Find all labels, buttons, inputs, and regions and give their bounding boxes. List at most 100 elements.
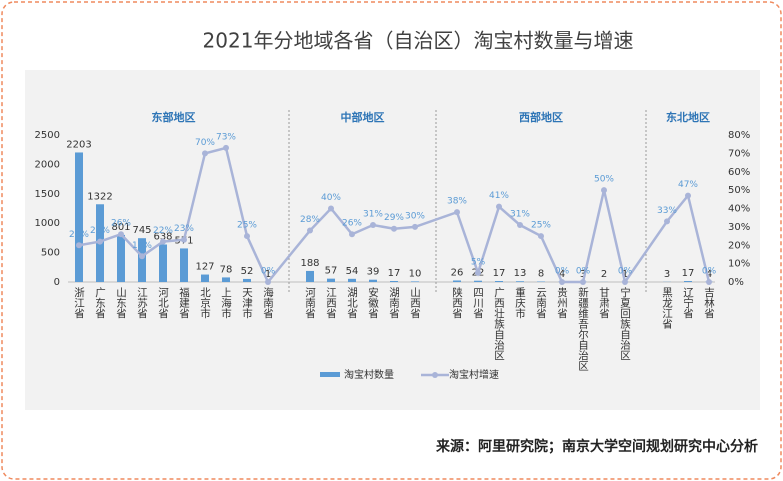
group-label: 西部地区 (519, 110, 563, 124)
chart-title: 2021年分地域各省（自治区）淘宝村数量与增速 (203, 29, 634, 53)
bar (474, 280, 482, 282)
line-value-label: 25% (237, 221, 257, 231)
x-tick-label: 江西省 (325, 287, 337, 319)
x-tick-label: 江苏省 (136, 287, 148, 319)
x-tick-label: 海南省 (262, 286, 274, 319)
x-tick-label: 安徽省 (367, 286, 379, 319)
bar-value-label: 39 (367, 267, 380, 278)
line-marker (202, 150, 208, 157)
x-tick-label: 广东省 (94, 287, 106, 319)
legend-swatch (432, 372, 438, 378)
x-tick-label: 重庆市 (514, 286, 526, 319)
bar (201, 274, 209, 282)
line-marker (685, 192, 691, 199)
x-tick-label: 黑龙江省 (661, 287, 673, 330)
x-tick-label: 河北省 (157, 287, 169, 319)
bar (117, 234, 125, 282)
group-label: 东部地区 (152, 110, 196, 124)
bar-value-label: 2203 (66, 139, 91, 150)
bar (411, 281, 419, 282)
line-value-label: 0% (261, 267, 276, 277)
line-marker (76, 242, 82, 249)
bar-value-label: 2 (601, 269, 607, 280)
line-marker (328, 205, 334, 212)
line-value-label: 14% (132, 241, 152, 251)
line-marker (391, 225, 397, 232)
line-value-label: 38% (447, 197, 467, 207)
bar-value-label: 1322 (87, 191, 112, 202)
x-tick-label: 山西省 (409, 287, 421, 319)
bar (390, 281, 398, 282)
line-marker (97, 238, 103, 245)
bar-value-label: 4 (706, 269, 712, 280)
bar-value-label: 17 (682, 268, 695, 279)
bar (180, 248, 188, 282)
bar (348, 278, 356, 282)
line-value-label: 28% (300, 215, 320, 225)
line-marker (118, 231, 124, 238)
line-marker (496, 203, 502, 210)
x-tick-label: 河南省 (304, 287, 316, 319)
line-marker (580, 279, 586, 285)
bar-value-label: 4 (559, 269, 565, 280)
bar-value-label: 638 (153, 231, 172, 242)
bar-value-label: 13 (514, 268, 527, 279)
bar-value-label: 17 (388, 268, 401, 279)
y2-tick-label: 10% (728, 259, 750, 270)
x-tick-label: 宁夏回族自治区 (619, 286, 631, 360)
line-value-label: 30% (405, 211, 425, 221)
line-value-label: 22% (153, 226, 173, 236)
bar (306, 270, 314, 282)
line-value-label: 31% (363, 210, 383, 220)
legend-swatch (320, 372, 340, 377)
line (78, 146, 711, 286)
line-marker (454, 209, 460, 216)
x-tick-label: 陕西省 (451, 286, 463, 319)
y-tick-label: 2000 (35, 159, 60, 170)
line-marker (265, 279, 271, 285)
line-marker (664, 218, 670, 225)
line-value-label: 29% (384, 213, 404, 223)
x-tick-label: 天津市 (241, 287, 253, 319)
panel (25, 70, 760, 410)
bar (222, 277, 230, 282)
bar-value-label: 26 (451, 267, 464, 278)
line-value-label: 33% (657, 206, 677, 216)
bar-value-label: 188 (300, 258, 319, 269)
line-marker (223, 144, 229, 151)
bar-value-label: 3 (580, 269, 586, 280)
bar-value-label: 17 (493, 268, 506, 279)
y2-tick-label: 80% (728, 130, 750, 141)
y2-tick-label: 30% (728, 222, 750, 233)
bar (495, 281, 503, 282)
x-tick-label: 湖南省 (388, 287, 400, 319)
line-value-label: 0% (555, 267, 570, 277)
line-value-label: 22% (90, 226, 110, 236)
line-marker (160, 238, 166, 245)
line-value-label: 0% (576, 267, 591, 277)
line-marker (412, 223, 418, 230)
bar (327, 278, 335, 282)
line-marker (139, 253, 145, 260)
bar-value-label: 1 (265, 269, 271, 280)
line-marker (181, 236, 187, 243)
y2-tick-label: 0% (728, 277, 744, 288)
x-tick-label: 新疆维吾尔自治区 (577, 286, 589, 371)
x-tick-label: 云南省 (535, 287, 547, 319)
y-tick-label: 2500 (35, 130, 60, 141)
bar-value-label: 745 (132, 225, 151, 236)
bar-value-label: 10 (409, 268, 422, 279)
source: 来源：阿里研究院；南京大学空间规划研究中心分析 (435, 438, 758, 455)
x-tick-label: 浙江省 (73, 287, 85, 319)
bar (243, 278, 251, 282)
bar-value-label: 78 (220, 264, 233, 275)
y-tick-label: 1500 (35, 189, 60, 200)
line-marker (538, 233, 544, 240)
line-value-label: 20% (69, 230, 89, 240)
y-tick-label: 500 (41, 248, 60, 259)
y2-tick-label: 70% (728, 148, 750, 159)
y2-tick-label: 50% (728, 185, 750, 196)
x-tick-label: 北京市 (199, 287, 211, 319)
line-value-label: 31% (510, 210, 530, 220)
